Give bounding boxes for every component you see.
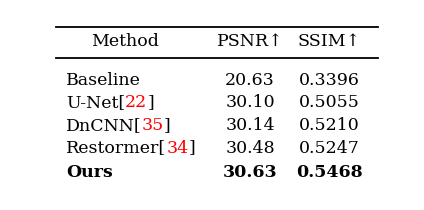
- Text: Method: Method: [91, 33, 159, 50]
- Text: Baseline: Baseline: [66, 72, 141, 89]
- Text: 0.5055: 0.5055: [298, 94, 360, 111]
- Text: ]: ]: [148, 94, 154, 111]
- Text: ]: ]: [188, 140, 195, 157]
- Text: 22: 22: [125, 94, 148, 111]
- Text: 30.63: 30.63: [223, 164, 277, 181]
- Text: 34: 34: [166, 140, 188, 157]
- Text: ]: ]: [164, 117, 171, 134]
- Text: 0.5247: 0.5247: [298, 140, 360, 157]
- Text: 35: 35: [142, 117, 164, 134]
- Text: Restormer[: Restormer[: [66, 140, 166, 157]
- Text: PSNR↑: PSNR↑: [217, 33, 284, 50]
- Text: 30.10: 30.10: [225, 94, 275, 111]
- Text: U-Net[: U-Net[: [66, 94, 125, 111]
- Text: Ours: Ours: [66, 164, 113, 181]
- Text: 20.63: 20.63: [225, 72, 275, 89]
- Text: 30.14: 30.14: [225, 117, 275, 134]
- Text: DnCNN[: DnCNN[: [66, 117, 142, 134]
- Text: 0.5468: 0.5468: [296, 164, 363, 181]
- Text: SSIM↑: SSIM↑: [298, 33, 360, 50]
- Text: 30.48: 30.48: [225, 140, 275, 157]
- Text: 0.5210: 0.5210: [298, 117, 360, 134]
- Text: 0.3396: 0.3396: [298, 72, 360, 89]
